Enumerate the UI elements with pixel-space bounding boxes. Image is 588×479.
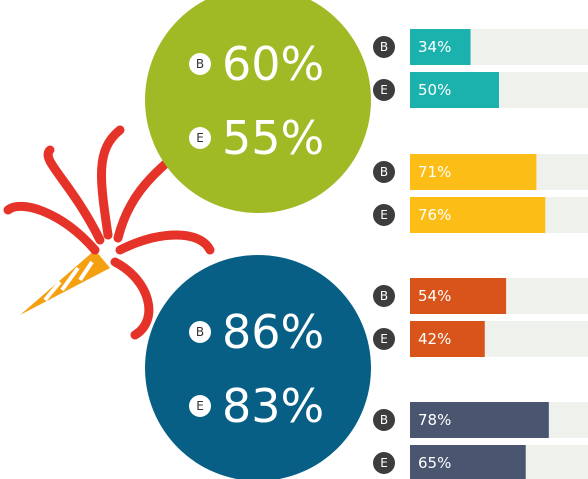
badge-label: E	[380, 456, 388, 470]
badge-label: B	[196, 57, 204, 71]
bar-label: 78%	[418, 411, 451, 429]
badge-label: E	[380, 332, 388, 346]
badge-label: B	[196, 325, 204, 339]
bar-label: 42%	[418, 330, 451, 348]
bar-label: 76%	[418, 206, 451, 224]
badge-label: B	[380, 289, 388, 303]
bar-label: 54%	[418, 287, 451, 305]
stat-circle	[145, 0, 371, 213]
stat-value: 83%	[222, 379, 324, 433]
badge-label: E	[380, 208, 388, 222]
badge-label: E	[196, 399, 204, 413]
infographic: B 60% E 55% B 86% E 83% B 34% E 50% B 71% E 76% B 54% E 42%…	[0, 0, 588, 479]
bar-label: 71%	[418, 163, 451, 181]
stat-circle	[145, 255, 371, 479]
bar-label: 50%	[418, 81, 451, 99]
badge-label: E	[380, 83, 388, 97]
stat-value: 55%	[222, 111, 324, 165]
stat-value: 86%	[222, 305, 324, 359]
stat-value: 60%	[222, 37, 324, 91]
badge-label: E	[196, 131, 204, 145]
bar-label: 65%	[418, 454, 451, 472]
badge-label: B	[380, 413, 388, 427]
badge-label: B	[380, 165, 388, 179]
bar-label: 34%	[418, 38, 451, 56]
badge-label: B	[380, 40, 388, 54]
